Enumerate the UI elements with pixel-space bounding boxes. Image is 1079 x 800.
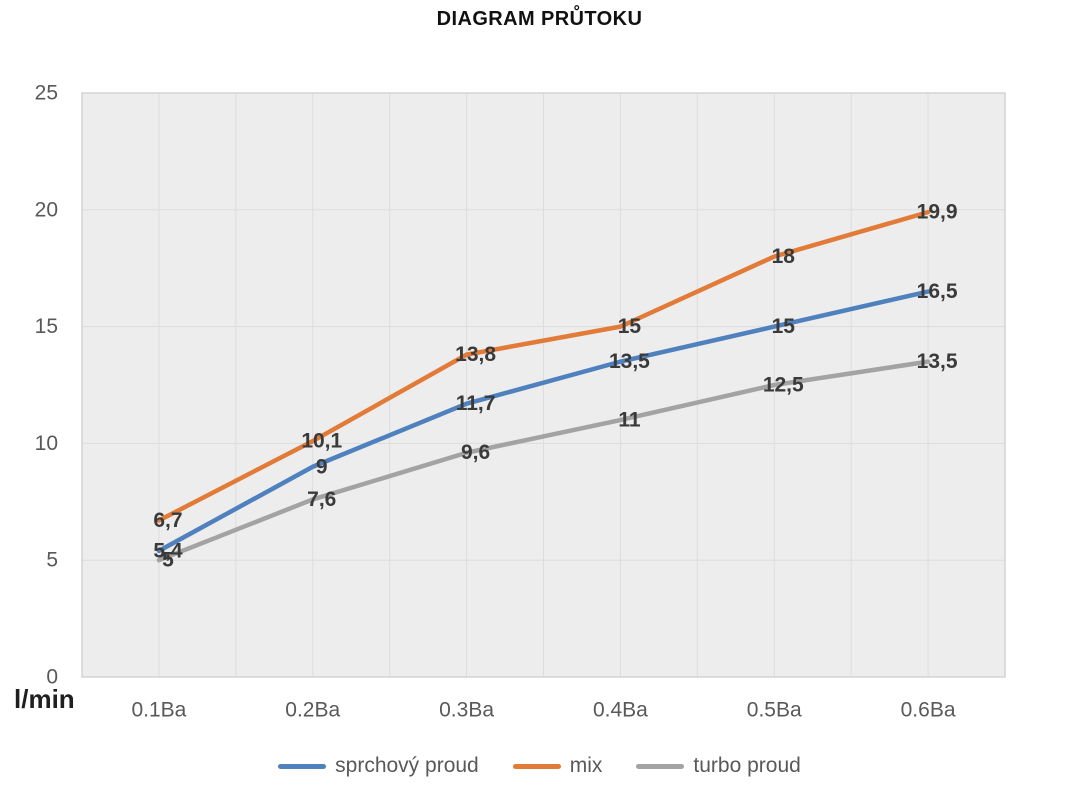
x-axis-tick-label: 0.6Ba bbox=[901, 699, 956, 722]
x-axis-tick-label: 0.5Ba bbox=[747, 699, 802, 722]
legend-line-swatch bbox=[512, 763, 561, 769]
y-axis-title: l/min bbox=[14, 684, 75, 714]
y-axis-tick-label: 20 bbox=[35, 198, 58, 221]
data-label: 9,6 bbox=[461, 441, 490, 464]
series-line-sprchový-proud bbox=[156, 289, 931, 554]
data-label: 11,7 bbox=[456, 392, 496, 415]
x-axis-tick-label: 0.3Ba bbox=[439, 699, 494, 722]
data-label: 15 bbox=[618, 315, 642, 338]
legend-label: mix bbox=[569, 754, 603, 777]
plot-border bbox=[81, 92, 1006, 678]
y-axis-tick-label: 5 bbox=[46, 549, 58, 572]
data-label: 5,4 bbox=[153, 539, 183, 562]
data-label: 18 bbox=[772, 245, 796, 268]
y-axis-tick-label: 15 bbox=[35, 315, 58, 338]
x-axis-tick-label: 0.2Ba bbox=[285, 699, 340, 722]
data-label: 13,5 bbox=[609, 350, 650, 373]
x-axis-tick-label: 0.1Ba bbox=[131, 699, 186, 722]
data-label: 7,6 bbox=[307, 488, 336, 511]
legend-label: sprchový proud bbox=[335, 754, 479, 777]
legend-line-swatch bbox=[636, 763, 685, 769]
data-label: 11 bbox=[618, 409, 641, 432]
data-label: 5 bbox=[162, 549, 174, 572]
legend-label: turbo proud bbox=[693, 754, 801, 777]
series-line-turbo-proud bbox=[156, 359, 931, 563]
chart-title: DIAGRAM PRŮTOKU bbox=[436, 8, 643, 30]
data-label: 13,8 bbox=[455, 343, 496, 366]
legend-item-sprchový-proud: sprchový proud bbox=[278, 754, 479, 778]
series-line-mix bbox=[156, 209, 931, 523]
data-label: 13,5 bbox=[917, 350, 958, 373]
data-label: 16,5 bbox=[917, 280, 958, 303]
chart-legend: sprchový proud mix turbo proud bbox=[0, 754, 1079, 778]
legend-item-mix: mix bbox=[512, 754, 603, 778]
y-axis-tick-label: 10 bbox=[35, 432, 58, 455]
legend-item-turbo-proud: turbo proud bbox=[636, 754, 801, 778]
data-label: 12,5 bbox=[763, 374, 804, 397]
y-axis-tick-label: 0 bbox=[46, 666, 58, 689]
data-label: 15 bbox=[772, 315, 796, 338]
x-axis-tick-label: 0.4Ba bbox=[593, 699, 648, 722]
legend-line-swatch bbox=[278, 763, 327, 769]
data-label: 19,9 bbox=[917, 201, 958, 224]
y-axis-tick-label: 25 bbox=[35, 82, 58, 105]
data-label: 10,1 bbox=[301, 430, 342, 453]
data-label: 9 bbox=[316, 455, 328, 478]
data-label: 6,7 bbox=[153, 509, 182, 532]
